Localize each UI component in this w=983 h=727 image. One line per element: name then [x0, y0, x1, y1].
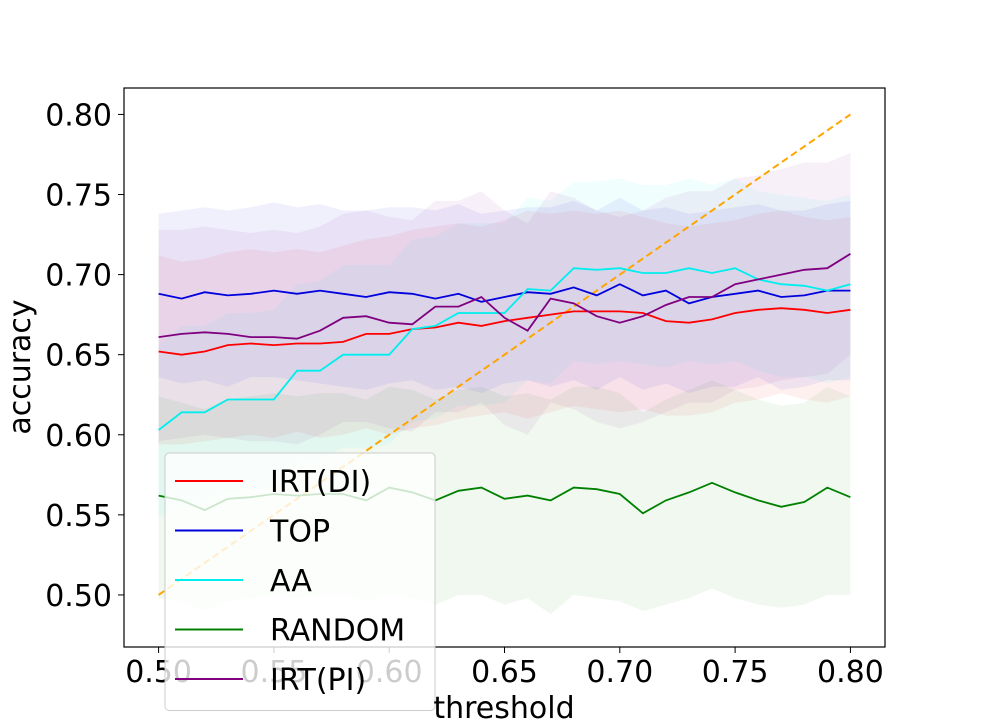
x-tick-label: 0.70	[586, 655, 653, 690]
series-line-irt-pi	[158, 253, 851, 340]
band-irt-pi	[158, 152, 851, 445]
series-line-top	[158, 283, 851, 305]
y-tick-label: 0.55	[45, 499, 112, 534]
legend-label-top: TOP	[269, 515, 330, 550]
y-tick-label: 0.75	[45, 179, 112, 214]
x-tick-label: 0.80	[817, 655, 884, 690]
y-tick-label: 0.80	[45, 98, 112, 133]
reference-line-layer	[158, 113, 851, 596]
y-tick-label: 0.70	[45, 259, 112, 294]
series-line-aa	[158, 267, 851, 431]
legend: IRT(DI) TOP AA RANDOM IRT(PI)	[164, 452, 436, 711]
band-aa	[158, 178, 851, 519]
x-tick-label: 0.65	[471, 655, 538, 690]
x-tick-label: 0.75	[702, 655, 769, 690]
series-line-irt-di	[158, 307, 851, 356]
band-irt-di	[158, 210, 851, 445]
x-axis-label: threshold	[433, 691, 574, 726]
y-axis-ticks: 0.50 0.55 0.60 0.65 0.70 0.75 0.80	[45, 98, 124, 614]
y-tick-label: 0.50	[45, 579, 112, 614]
y-axis-label: accuracy	[3, 299, 38, 434]
legend-label-irt-di: IRT(DI)	[270, 465, 371, 500]
reference-diagonal-line	[158, 113, 851, 596]
legend-label-irt-pi: IRT(PI)	[270, 663, 366, 698]
band-top	[158, 197, 851, 394]
legend-box	[164, 452, 436, 711]
y-tick-label: 0.65	[45, 339, 112, 374]
legend-label-aa: AA	[270, 564, 312, 599]
y-tick-label: 0.60	[45, 419, 112, 454]
legend-label-random: RANDOM	[270, 614, 405, 649]
